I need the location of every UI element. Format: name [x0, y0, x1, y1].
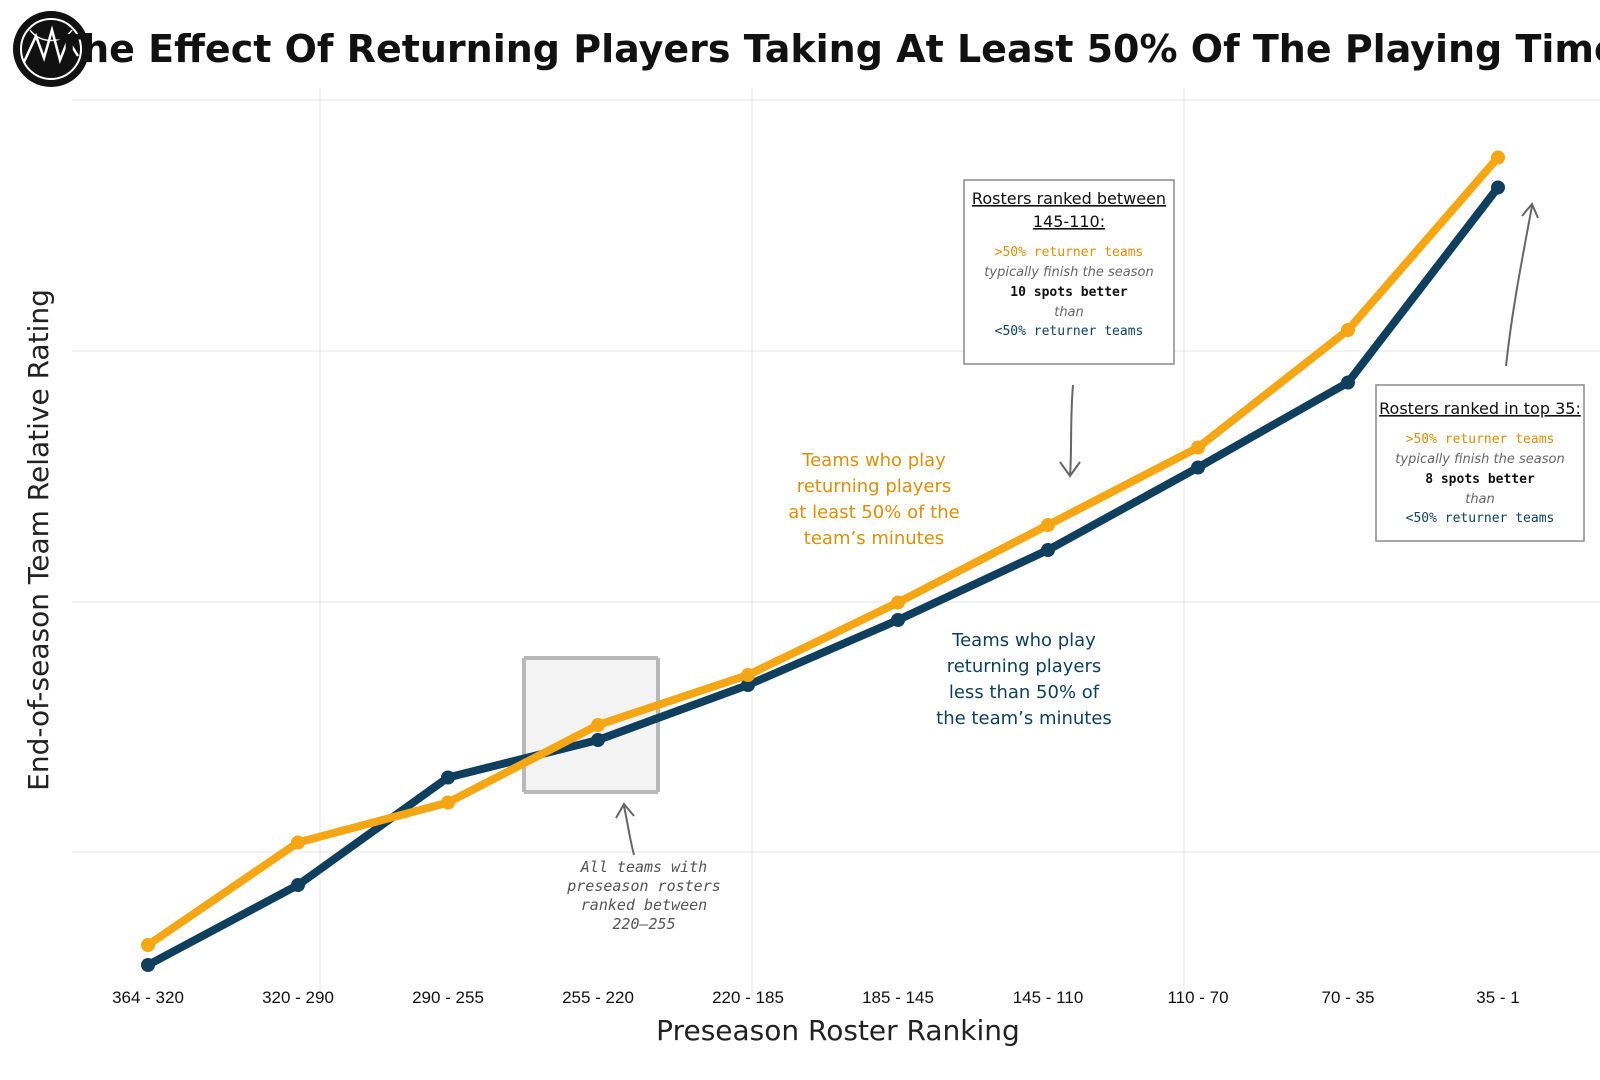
text-line: the team’s minutes: [936, 708, 1112, 729]
over50-data-point: [1341, 323, 1355, 337]
x-tick-labels: 364 - 320 320 - 290 290 - 255 255 - 220 220 …: [112, 988, 1520, 1007]
text-line: Rosters ranked between: [972, 189, 1166, 208]
under50-data-point: [291, 878, 305, 892]
box2-line1: >50% returner teams: [1406, 432, 1555, 447]
box1-line4: than: [1054, 305, 1084, 320]
text-line: returning players: [797, 476, 952, 497]
over50-data-point: [741, 668, 755, 682]
text-line: Rosters ranked in top 35:: [1379, 399, 1581, 418]
box1-heading: Rosters ranked between 145-110:: [972, 189, 1166, 231]
x-tick-label: 364 - 320: [112, 988, 184, 1007]
over50-data-point: [291, 835, 305, 850]
box2-line4: than: [1465, 492, 1495, 507]
x-tick-label: 185 - 145: [862, 988, 934, 1007]
y-axis-label: End-of-season Team Relative Rating: [22, 289, 55, 791]
logo: [13, 11, 89, 87]
text-line: team’s minutes: [804, 528, 944, 549]
box2-line3: 8 spots better: [1425, 472, 1535, 487]
x-tick-label: 110 - 70: [1167, 988, 1228, 1007]
under50-data-point: [141, 958, 155, 972]
gridlines: [72, 88, 1600, 998]
text-line: Teams who play: [801, 450, 946, 471]
box2-line2: typically finish the season: [1395, 452, 1564, 467]
over50-data-point: [1191, 440, 1205, 455]
x-axis-label: Preseason Roster Ranking: [656, 1014, 1020, 1047]
over50-data-point: [1491, 150, 1505, 165]
box1-arrow: [1059, 384, 1081, 478]
over50-data-point: [1041, 518, 1055, 532]
highlight-note: All teams with preseason rosters ranked be…: [566, 858, 721, 933]
under50-series-line: [144, 183, 1502, 969]
x-tick-label: 220 - 185: [712, 988, 784, 1007]
text-line: All teams with: [580, 858, 707, 876]
text-line: at least 50% of the: [788, 502, 959, 523]
under50-data-point: [1341, 375, 1355, 390]
under50-data-point: [1191, 460, 1205, 475]
box1-line5: <50% returner teams: [995, 324, 1144, 339]
under50-data-point: [1041, 543, 1055, 557]
over50-data-point: [441, 795, 455, 810]
text-line: Teams who play: [951, 630, 1096, 651]
note-arrow: [615, 802, 635, 856]
text-line: ranked between: [581, 896, 707, 914]
under50-data-point: [441, 770, 455, 785]
box2-heading: Rosters ranked in top 35:: [1379, 399, 1581, 418]
over50-data-point: [141, 938, 155, 952]
box2-line5: <50% returner teams: [1406, 511, 1555, 526]
text-line: less than 50% of: [949, 682, 1100, 703]
box2-arrow: [1505, 202, 1539, 367]
over50-series-label: Teams who play returning players at least …: [788, 450, 959, 549]
annotation-box-top35: Rosters ranked in top 35: >50% returner …: [1375, 384, 1585, 542]
over50-series-line: [144, 153, 1502, 949]
x-tick-label: 320 - 290: [262, 988, 334, 1007]
x-tick-label: 255 - 220: [562, 988, 634, 1007]
under50-series-label: Teams who play returning players less than…: [936, 630, 1112, 729]
under50-data-point: [591, 733, 605, 747]
series-group: [141, 150, 1505, 972]
text-line: 145-110:: [1033, 212, 1105, 231]
chart-title: The Effect Of Returning Players Taking A…: [56, 27, 1600, 71]
under50-data-point: [741, 678, 755, 692]
text-line: preseason rosters: [566, 877, 721, 895]
annotation-box-145-110: Rosters ranked between 145-110: >50% retu…: [963, 179, 1175, 365]
over50-data-point: [591, 718, 605, 732]
box1-line2: typically finish the season: [984, 265, 1153, 280]
under50-data-point: [891, 613, 905, 627]
x-tick-label: 145 - 110: [1013, 988, 1084, 1007]
x-tick-label: 35 - 1: [1476, 988, 1519, 1007]
x-tick-label: 70 - 35: [1322, 988, 1375, 1007]
text-line: returning players: [947, 656, 1102, 677]
text-line: 220–255: [612, 915, 675, 933]
x-tick-label: 290 - 255: [412, 988, 484, 1007]
box1-line3: 10 spots better: [1010, 285, 1128, 300]
over50-data-point: [891, 595, 905, 610]
box1-line1: >50% returner teams: [995, 245, 1144, 260]
under50-data-point: [1491, 180, 1505, 195]
